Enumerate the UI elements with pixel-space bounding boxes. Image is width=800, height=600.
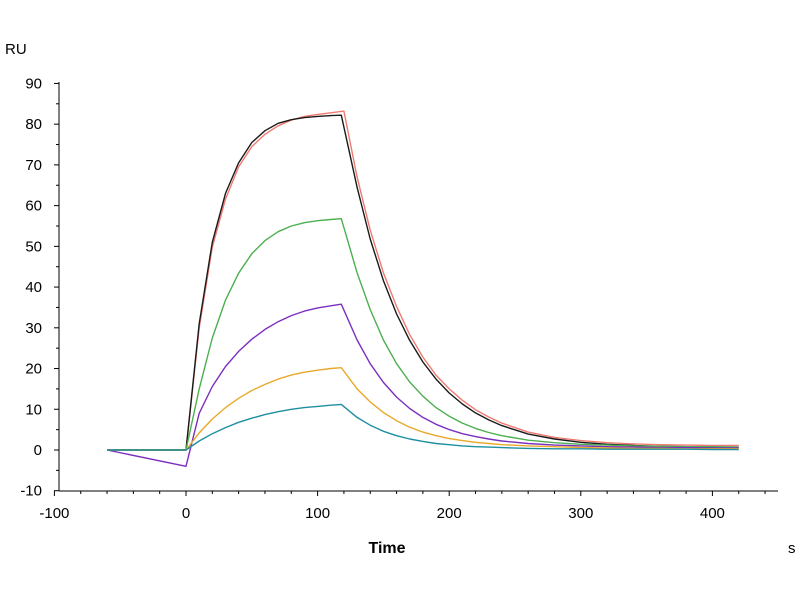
series-line-5	[107, 367, 739, 451]
y-tick-label: 30	[25, 320, 42, 337]
y-tick-label: 20	[25, 361, 42, 378]
x-tick-label: 200	[437, 505, 462, 522]
series-layer	[106, 110, 739, 467]
series-line-6	[107, 403, 739, 451]
series-line-3	[107, 217, 739, 451]
x-axis-label: Time	[368, 540, 405, 557]
y-tick-label: 90	[25, 75, 42, 92]
y-tick-label: 80	[25, 116, 42, 133]
series-line-1	[107, 110, 739, 451]
x-tick-label: -100	[39, 505, 69, 522]
y-tick-label: 0	[34, 442, 42, 459]
y-tick-label: 50	[25, 238, 42, 255]
x-ticks: -100 0 100 200 300 400	[39, 491, 766, 522]
y-axis-label: RU	[5, 41, 27, 58]
series-line-4	[106, 303, 739, 467]
x-tick-label: 0	[182, 505, 190, 522]
y-ticks: -10 0 10 20 30 40 50 60 70 80 90	[20, 75, 59, 500]
x-axis-unit: s	[788, 540, 796, 557]
x-tick-label: 400	[700, 505, 725, 522]
x-tick-label: 300	[568, 505, 593, 522]
y-tick-label: 10	[25, 401, 42, 418]
series-line-2	[107, 114, 739, 451]
y-tick-label: 40	[25, 279, 42, 296]
x-tick-label: 100	[305, 505, 330, 522]
y-tick-label: 60	[25, 198, 42, 215]
y-tick-label: -10	[20, 483, 42, 500]
y-tick-label: 70	[25, 157, 42, 174]
